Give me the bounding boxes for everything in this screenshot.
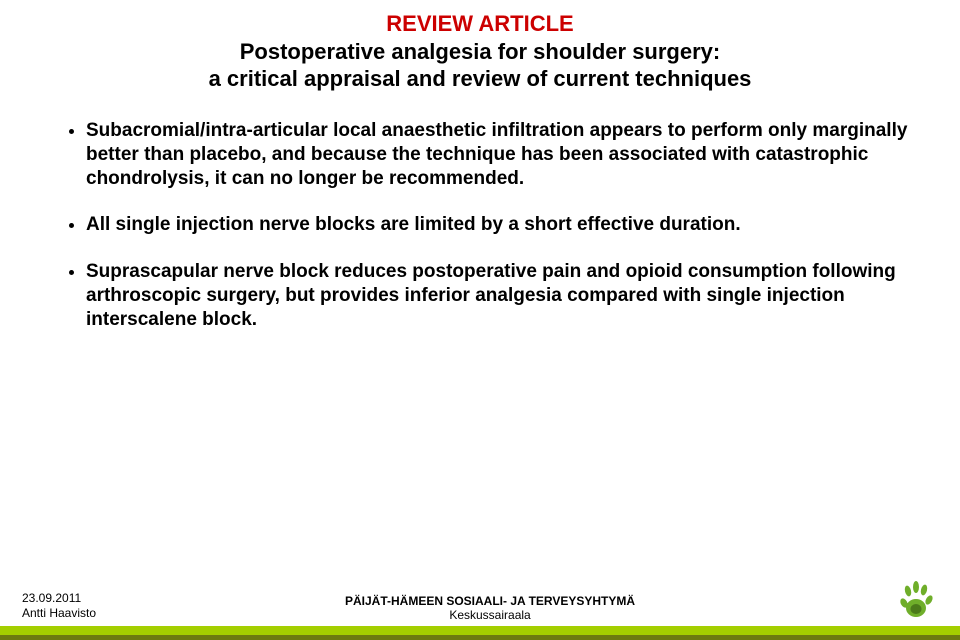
footer-org: PÄIJÄT-HÄMEEN SOSIAALI- JA TERVEYSYHTYMÄ [345, 594, 635, 608]
title-line-2: a critical appraisal and review of curre… [60, 65, 900, 93]
title-prefix: REVIEW ARTICLE [60, 10, 900, 38]
footer-bars [0, 626, 960, 640]
footer-center: PÄIJÄT-HÄMEEN SOSIAALI- JA TERVEYSYHTYMÄ… [96, 594, 884, 622]
footer-bar-olive [0, 635, 960, 640]
footer-date: 23.09.2011 [22, 591, 96, 607]
footer-author: Antti Haavisto [22, 606, 96, 622]
footer-text-row: 23.09.2011 Antti Haavisto PÄIJÄT-HÄMEEN … [0, 578, 960, 626]
bullet-item: Suprascapular nerve block reduces postop… [86, 260, 910, 333]
bullet-item: Subacromial/intra-articular local anaest… [86, 119, 910, 192]
title-block: REVIEW ARTICLE Postoperative analgesia f… [0, 0, 960, 111]
footer-suborg: Keskussairaala [449, 608, 530, 622]
slide-container: { "title": { "prefix": "REVIEW ARTICLE",… [0, 0, 960, 640]
bullet-list: Subacromial/intra-articular local anaest… [70, 119, 910, 333]
footer-bar-lime [0, 626, 960, 635]
footer-right [884, 578, 938, 622]
bullet-item: All single injection nerve blocks are li… [86, 213, 910, 237]
content-area: Subacromial/intra-articular local anaest… [0, 111, 960, 640]
handprint-icon [894, 578, 938, 622]
footer-left: 23.09.2011 Antti Haavisto [22, 591, 96, 622]
footer: 23.09.2011 Antti Haavisto PÄIJÄT-HÄMEEN … [0, 578, 960, 640]
title-line-1: Postoperative analgesia for shoulder sur… [60, 38, 900, 66]
